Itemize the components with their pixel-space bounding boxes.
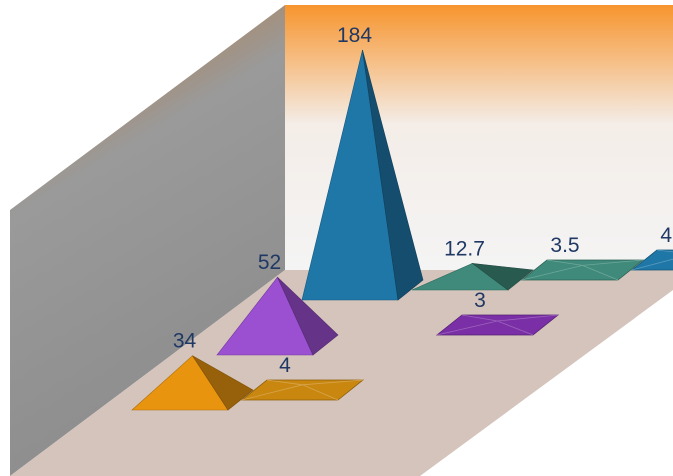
pyramid-bar [301, 49, 424, 301]
pyramid-face-side [277, 276, 339, 356]
data-label: 184 [337, 24, 372, 47]
pyramid-ridge [266, 379, 339, 401]
side-wall [10, 5, 285, 476]
pyramid-ridge [631, 258, 673, 271]
pyramid-bar [435, 314, 560, 336]
pyramid-bar [630, 249, 673, 271]
chart-marks: 4.5 3.5 12.7 184 3 52 4 34 [131, 24, 673, 411]
data-label: 34 [173, 330, 197, 353]
data-label: 3 [474, 289, 486, 312]
pyramid-ridge [546, 259, 619, 281]
pyramid-ridge [461, 314, 534, 336]
data-label: 12.7 [444, 237, 485, 260]
pyramid-base [630, 249, 673, 271]
data-label: 52 [258, 251, 281, 274]
data-label: 4.5 [660, 224, 673, 247]
data-label: 4 [279, 354, 291, 377]
pyramid-ridge [656, 249, 673, 253]
pyramid-bar [411, 262, 534, 291]
pyramid-face-side [471, 262, 534, 291]
pyramid-bar [131, 355, 254, 411]
pyramid-bar [520, 259, 645, 281]
pyramid-face-side [192, 355, 254, 411]
data-label: 3.5 [550, 234, 579, 257]
pyramid-bar [240, 379, 365, 401]
pyramid-bar [216, 276, 339, 356]
pyramid-face-side [362, 49, 424, 301]
